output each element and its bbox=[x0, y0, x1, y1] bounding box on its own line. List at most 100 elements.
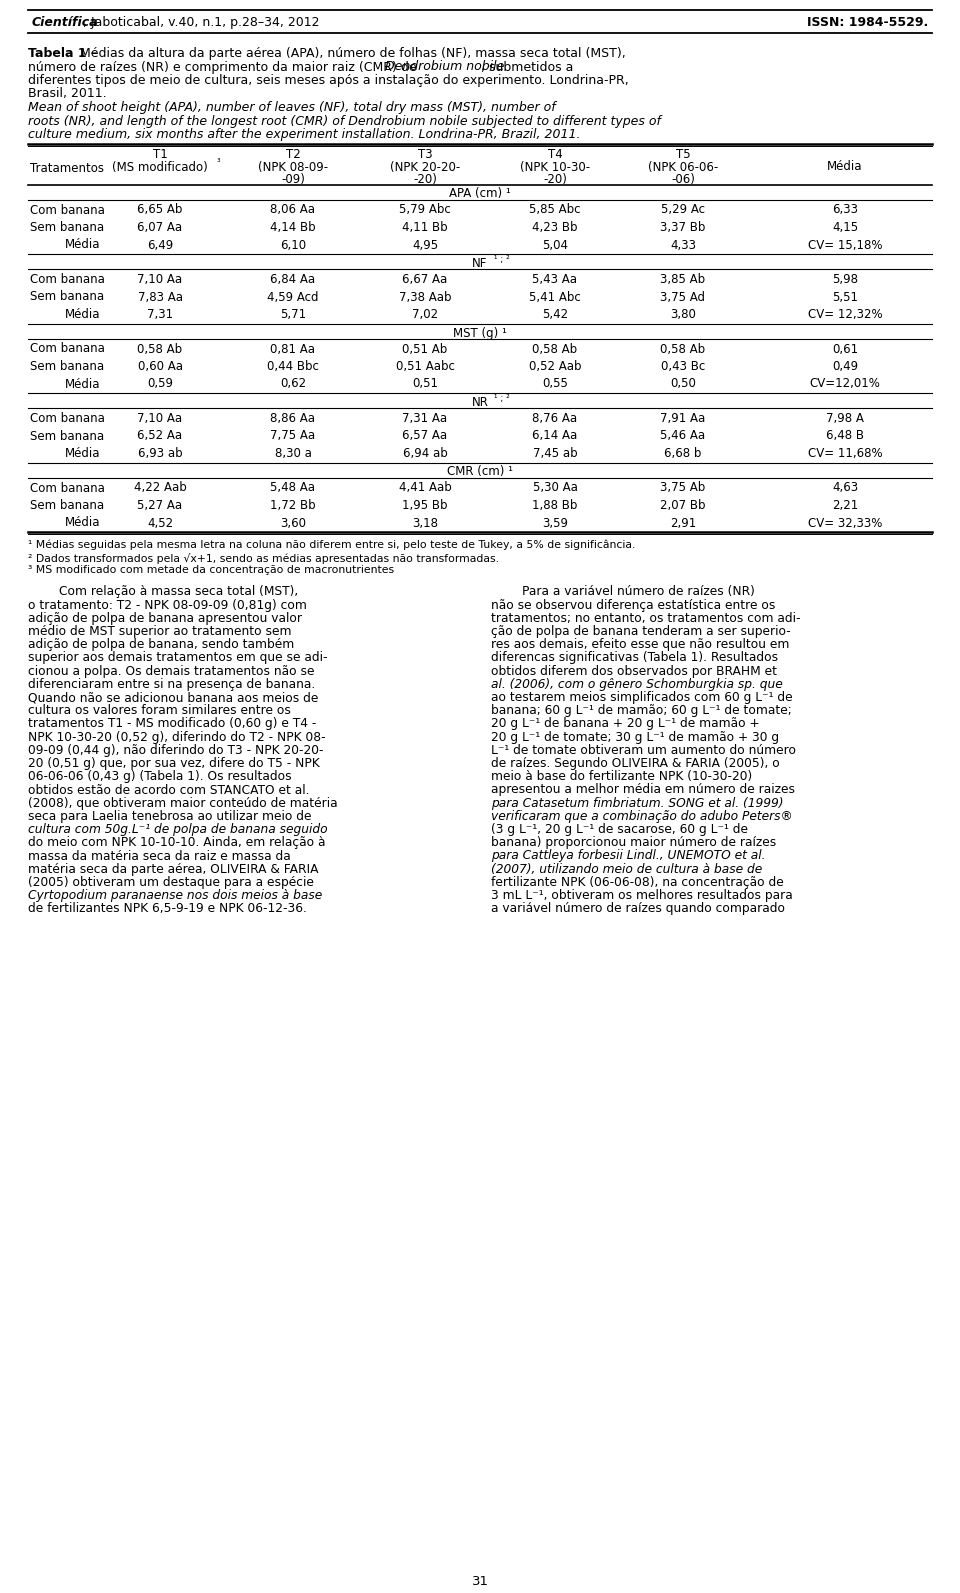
Text: Média: Média bbox=[65, 378, 101, 390]
Text: 0,43 Bc: 0,43 Bc bbox=[660, 360, 706, 373]
Text: 3,80: 3,80 bbox=[670, 307, 696, 322]
Text: superior aos demais tratamentos em que se adi-: superior aos demais tratamentos em que s… bbox=[28, 652, 327, 664]
Text: 3,37 Bb: 3,37 Bb bbox=[660, 221, 706, 234]
Text: não se observou diferença estatística entre os: não se observou diferença estatística en… bbox=[491, 599, 776, 612]
Text: 0,51 Aabc: 0,51 Aabc bbox=[396, 360, 454, 373]
Text: ¹ ; ²: ¹ ; ² bbox=[491, 393, 510, 403]
Text: 7,98 A: 7,98 A bbox=[826, 413, 864, 425]
Text: 3 mL L⁻¹, obtiveram os melhores resultados para: 3 mL L⁻¹, obtiveram os melhores resultad… bbox=[491, 889, 793, 902]
Text: Com relação à massa seca total (MST),: Com relação à massa seca total (MST), bbox=[28, 586, 299, 599]
Text: Sem banana: Sem banana bbox=[30, 290, 104, 304]
Text: Sem banana: Sem banana bbox=[30, 430, 104, 443]
Text: 5,71: 5,71 bbox=[280, 307, 306, 322]
Text: ISSN: 1984-5529.: ISSN: 1984-5529. bbox=[806, 16, 928, 29]
Text: 4,33: 4,33 bbox=[670, 239, 696, 252]
Text: (NPK 08-09-: (NPK 08-09- bbox=[258, 161, 328, 174]
Text: 1,88 Bb: 1,88 Bb bbox=[532, 499, 578, 511]
Text: verificaram que a combinação do adubo Peters®: verificaram que a combinação do adubo Pe… bbox=[491, 809, 793, 824]
Text: , submetidos a: , submetidos a bbox=[481, 61, 573, 73]
Text: 20 g L⁻¹ de tomate; 30 g L⁻¹ de mamão + 30 g: 20 g L⁻¹ de tomate; 30 g L⁻¹ de mamão + … bbox=[491, 731, 780, 744]
Text: NR: NR bbox=[471, 397, 489, 409]
Text: 5,46 Aa: 5,46 Aa bbox=[660, 430, 706, 443]
Text: 5,41 Abc: 5,41 Abc bbox=[529, 290, 581, 304]
Text: 0,52 Aab: 0,52 Aab bbox=[529, 360, 581, 373]
Text: 4,41 Aab: 4,41 Aab bbox=[398, 481, 451, 494]
Text: Com banana: Com banana bbox=[30, 342, 105, 355]
Text: 1,95 Bb: 1,95 Bb bbox=[402, 499, 447, 511]
Text: número de raízes (NR) e comprimento da maior raiz (CMR) de: número de raízes (NR) e comprimento da m… bbox=[28, 61, 420, 73]
Text: 4,63: 4,63 bbox=[832, 481, 858, 494]
Text: ³: ³ bbox=[217, 158, 221, 167]
Text: (NPK 20-20-: (NPK 20-20- bbox=[390, 161, 460, 174]
Text: Sem banana: Sem banana bbox=[30, 360, 104, 373]
Text: 0,55: 0,55 bbox=[542, 378, 568, 390]
Text: obtidos estão de acordo com STANCATO et al.: obtidos estão de acordo com STANCATO et … bbox=[28, 784, 309, 796]
Text: CV= 32,33%: CV= 32,33% bbox=[807, 516, 882, 529]
Text: 2,21: 2,21 bbox=[832, 499, 858, 511]
Text: 09-09 (0,44 g), não diferindo do T3 - NPK 20-20-: 09-09 (0,44 g), não diferindo do T3 - NP… bbox=[28, 744, 324, 757]
Text: 0,58 Ab: 0,58 Ab bbox=[660, 342, 706, 355]
Text: 5,79 Abc: 5,79 Abc bbox=[399, 204, 451, 217]
Text: -09): -09) bbox=[281, 172, 305, 185]
Text: Quando não se adicionou banana aos meios de: Quando não se adicionou banana aos meios… bbox=[28, 691, 319, 704]
Text: 1,72 Bb: 1,72 Bb bbox=[270, 499, 316, 511]
Text: NPK 10-30-20 (0,52 g), diferindo do T2 - NPK 08-: NPK 10-30-20 (0,52 g), diferindo do T2 -… bbox=[28, 731, 325, 744]
Text: Sem banana: Sem banana bbox=[30, 221, 104, 234]
Text: 4,15: 4,15 bbox=[832, 221, 858, 234]
Text: 3,85 Ab: 3,85 Ab bbox=[660, 272, 706, 287]
Text: culture medium, six months after the experiment installation. Londrina-PR, Brazi: culture medium, six months after the exp… bbox=[28, 127, 581, 142]
Text: (2005) obtiveram um destaque para a espécie: (2005) obtiveram um destaque para a espé… bbox=[28, 876, 314, 889]
Text: 5,51: 5,51 bbox=[832, 290, 858, 304]
Text: 0,61: 0,61 bbox=[832, 342, 858, 355]
Text: meio à base do fertilizante NPK (10-30-20): meio à base do fertilizante NPK (10-30-2… bbox=[491, 771, 753, 784]
Text: res aos demais, efeito esse que não resultou em: res aos demais, efeito esse que não resu… bbox=[491, 639, 789, 652]
Text: 5,42: 5,42 bbox=[542, 307, 568, 322]
Text: 4,23 Bb: 4,23 Bb bbox=[532, 221, 578, 234]
Text: roots (NR), and length of the longest root (CMR) of Dendrobium nobile subjected : roots (NR), and length of the longest ro… bbox=[28, 115, 660, 127]
Text: 3,60: 3,60 bbox=[280, 516, 306, 529]
Text: banana) proporcionou maior número de raízes: banana) proporcionou maior número de raí… bbox=[491, 836, 777, 849]
Text: (NPK 06-06-: (NPK 06-06- bbox=[648, 161, 718, 174]
Text: APA (cm) ¹: APA (cm) ¹ bbox=[449, 188, 511, 201]
Text: diferentes tipos de meio de cultura, seis meses após a instalação do experimento: diferentes tipos de meio de cultura, sei… bbox=[28, 73, 629, 88]
Text: ¹ ; ²: ¹ ; ² bbox=[491, 255, 510, 264]
Text: 8,30 a: 8,30 a bbox=[275, 448, 311, 460]
Text: (NPK 10-30-: (NPK 10-30- bbox=[520, 161, 590, 174]
Text: Sem banana: Sem banana bbox=[30, 499, 104, 511]
Text: Média: Média bbox=[65, 516, 101, 529]
Text: 7,10 Aa: 7,10 Aa bbox=[137, 413, 182, 425]
Text: 8,86 Aa: 8,86 Aa bbox=[271, 413, 316, 425]
Text: 6,94 ab: 6,94 ab bbox=[402, 448, 447, 460]
Text: 0,59: 0,59 bbox=[147, 378, 173, 390]
Text: 4,52: 4,52 bbox=[147, 516, 173, 529]
Text: 5,43 Aa: 5,43 Aa bbox=[533, 272, 578, 287]
Text: 7,45 ab: 7,45 ab bbox=[533, 448, 577, 460]
Text: CV= 11,68%: CV= 11,68% bbox=[807, 448, 882, 460]
Text: Brasil, 2011.: Brasil, 2011. bbox=[28, 88, 107, 100]
Text: 5,48 Aa: 5,48 Aa bbox=[271, 481, 316, 494]
Text: -20): -20) bbox=[413, 172, 437, 185]
Text: 3,75 Ad: 3,75 Ad bbox=[660, 290, 706, 304]
Text: 5,04: 5,04 bbox=[542, 239, 568, 252]
Text: 5,27 Aa: 5,27 Aa bbox=[137, 499, 182, 511]
Text: 7,91 Aa: 7,91 Aa bbox=[660, 413, 706, 425]
Text: 31: 31 bbox=[471, 1575, 489, 1588]
Text: 0,51: 0,51 bbox=[412, 378, 438, 390]
Text: al. (2006), com o gênero Schomburgkia sp. que: al. (2006), com o gênero Schomburgkia sp… bbox=[491, 679, 782, 691]
Text: ² Dados transformados pela √x+1, sendo as médias apresentadas não transformadas.: ² Dados transformados pela √x+1, sendo a… bbox=[28, 553, 499, 564]
Text: cultura os valores foram similares entre os: cultura os valores foram similares entre… bbox=[28, 704, 291, 717]
Text: , Jaboticabal, v.40, n.1, p.28–34, 2012: , Jaboticabal, v.40, n.1, p.28–34, 2012 bbox=[83, 16, 320, 29]
Text: T5: T5 bbox=[676, 148, 690, 161]
Text: CV=12,01%: CV=12,01% bbox=[809, 378, 880, 390]
Text: Tabela 1 –: Tabela 1 – bbox=[28, 48, 102, 61]
Text: 6,49: 6,49 bbox=[147, 239, 173, 252]
Text: do meio com NPK 10-10-10. Ainda, em relação à: do meio com NPK 10-10-10. Ainda, em rela… bbox=[28, 836, 325, 849]
Text: 7,31 Aa: 7,31 Aa bbox=[402, 413, 447, 425]
Text: Mean of shoot height (APA), number of leaves (NF), total dry mass (MST), number : Mean of shoot height (APA), number of le… bbox=[28, 100, 556, 115]
Text: Com banana: Com banana bbox=[30, 413, 105, 425]
Text: 2,07 Bb: 2,07 Bb bbox=[660, 499, 706, 511]
Text: 4,22 Aab: 4,22 Aab bbox=[133, 481, 186, 494]
Text: 3,18: 3,18 bbox=[412, 516, 438, 529]
Text: 5,29 Ac: 5,29 Ac bbox=[661, 204, 705, 217]
Text: 6,93 ab: 6,93 ab bbox=[137, 448, 182, 460]
